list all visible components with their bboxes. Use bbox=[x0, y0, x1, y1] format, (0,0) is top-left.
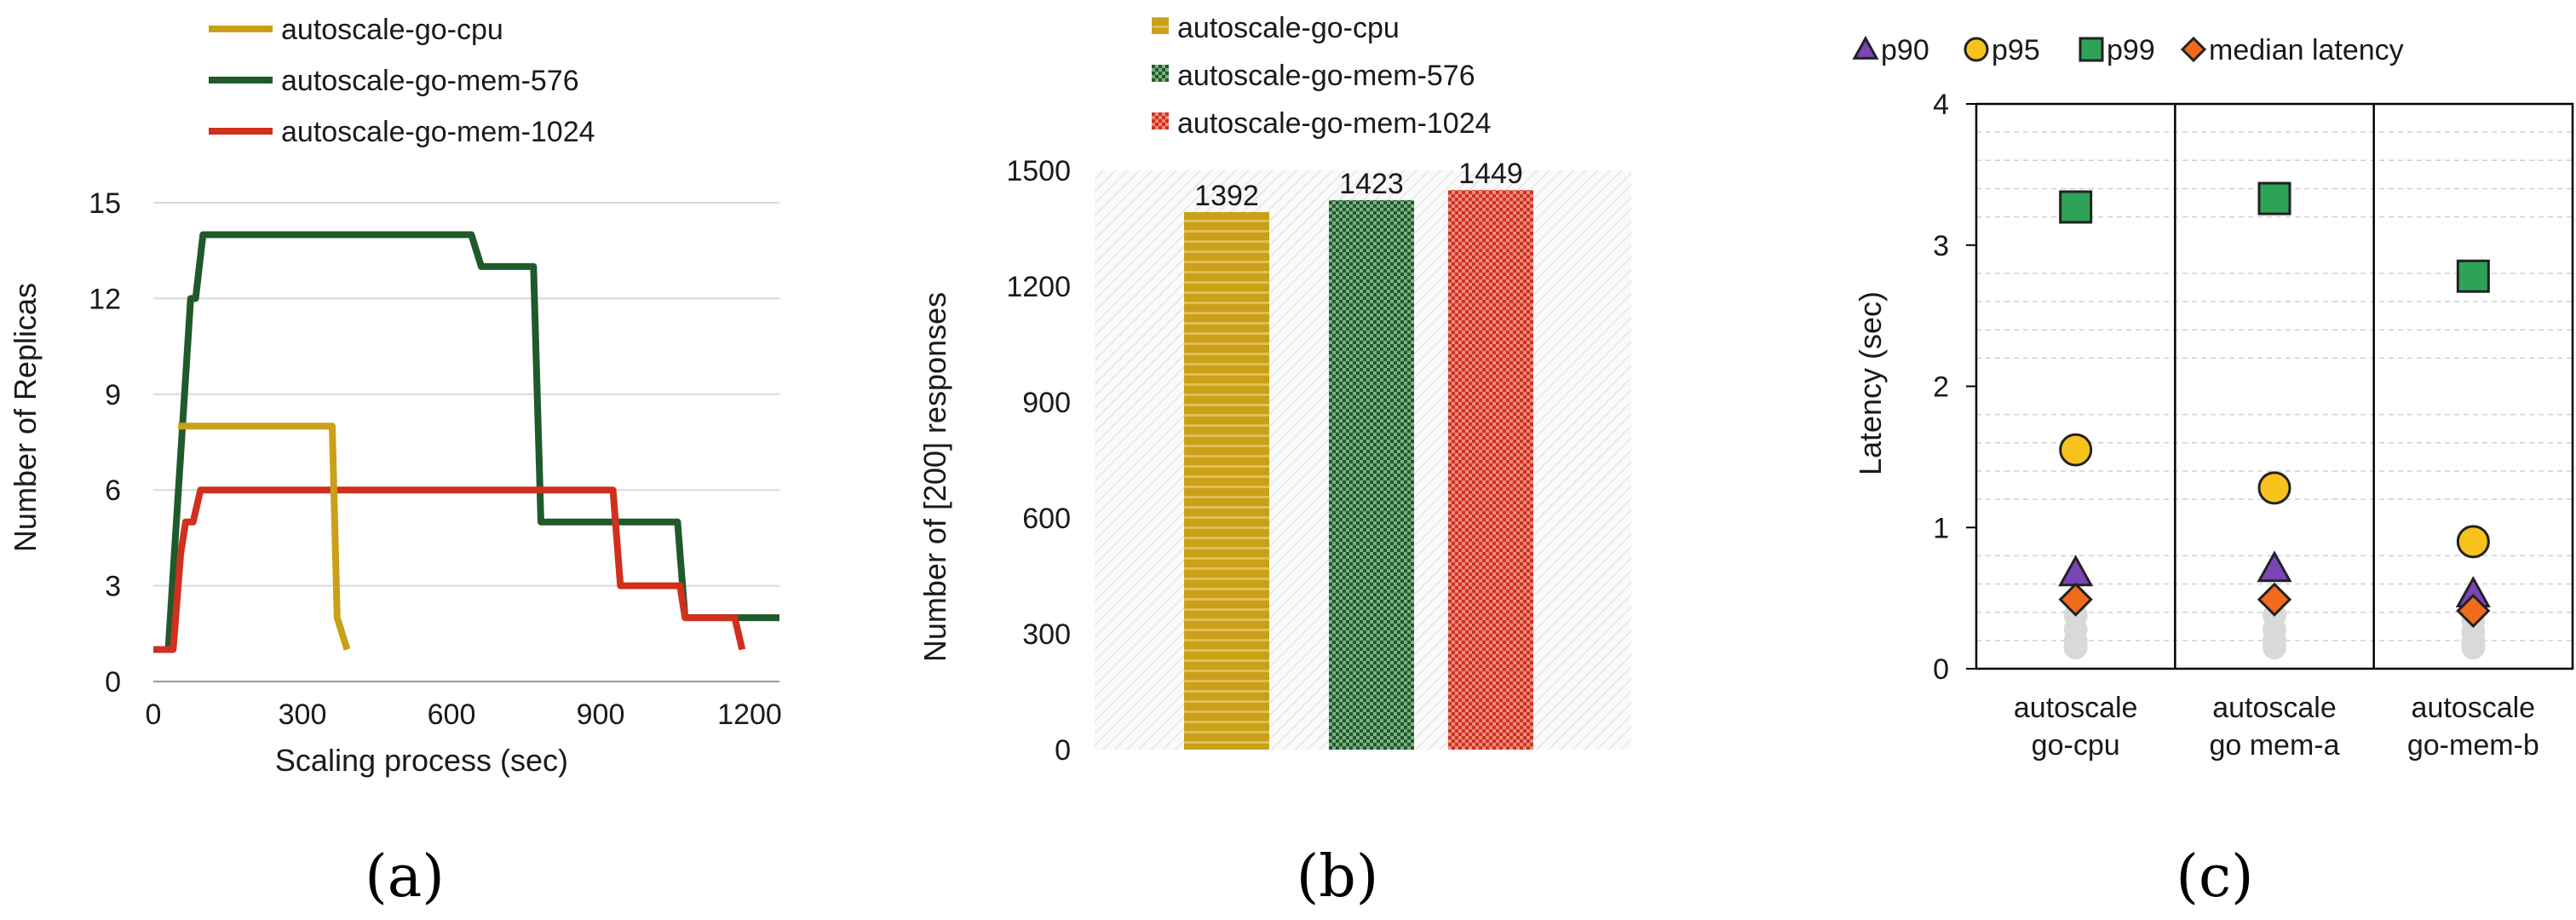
legend-marker bbox=[2180, 36, 2207, 63]
bars bbox=[1184, 190, 1533, 750]
point-p90 bbox=[2257, 550, 2292, 583]
legend-swatch bbox=[1152, 65, 1169, 82]
y-tick-label: 3 bbox=[105, 571, 121, 603]
y-tick-label: 900 bbox=[1022, 387, 1071, 419]
legend-label: p99 bbox=[2107, 34, 2155, 66]
tick-labels: 0 1 2 3 4 bbox=[1933, 89, 1949, 686]
bar-value-label: 1449 bbox=[1458, 158, 1523, 190]
y-tick-label: 2 bbox=[1933, 371, 1949, 404]
y-tick-label: 1500 bbox=[1006, 155, 1071, 187]
legend-label: autoscale-go-mem-1024 bbox=[281, 116, 595, 148]
legend-marker bbox=[1964, 37, 1989, 62]
unlabeled-point bbox=[2461, 635, 2486, 660]
legend-marker bbox=[1852, 35, 1879, 60]
category-labels: autoscale go-cpu autoscale go mem-a autoscal… bbox=[2014, 692, 2539, 762]
panel-label-a: (a) bbox=[365, 843, 445, 911]
point-p99 bbox=[2456, 259, 2490, 293]
y-tick-label: 4 bbox=[1933, 89, 1949, 121]
category-label: autoscale bbox=[2412, 692, 2536, 724]
y-tick-label: 1 bbox=[1933, 512, 1949, 544]
unlabeled-point bbox=[2263, 635, 2286, 660]
legend-swatch bbox=[1152, 112, 1169, 129]
legend-label: p95 bbox=[1992, 34, 2040, 66]
x-tick-label: 300 bbox=[279, 699, 327, 731]
category-label: autoscale bbox=[2014, 692, 2138, 724]
y-tick-label: 6 bbox=[105, 474, 121, 507]
bar-value-label: 1392 bbox=[1194, 180, 1259, 212]
y-tick-label: 9 bbox=[105, 379, 121, 411]
point-p99 bbox=[2059, 190, 2093, 224]
data-points bbox=[2058, 181, 2491, 660]
bar-autoscale-go-cpu bbox=[1184, 211, 1269, 750]
x-axis-title: Scaling process (sec) bbox=[275, 743, 568, 778]
legend-label: autoscale-go-mem-576 bbox=[281, 65, 579, 97]
x-tick-label: 900 bbox=[577, 699, 625, 731]
x-tick-label: 0 bbox=[146, 699, 162, 731]
point-median-latency bbox=[2058, 582, 2093, 617]
y-axis-title: Number of [200] responses bbox=[917, 292, 952, 662]
x-tick-label: 1200 bbox=[717, 699, 782, 731]
bar-autoscale-go-mem-576 bbox=[1329, 199, 1414, 750]
point-p90 bbox=[2058, 555, 2094, 587]
legend-label: autoscale-go-cpu bbox=[281, 14, 503, 46]
point-median-latency bbox=[2257, 582, 2292, 617]
y-tick-label: 0 bbox=[105, 666, 121, 699]
legend-label: median latency bbox=[2209, 34, 2404, 66]
category-label: go-cpu bbox=[2032, 729, 2120, 762]
series-line-autoscale-go-mem-576 bbox=[153, 231, 779, 653]
plot-frame bbox=[1975, 102, 2574, 670]
y-axis-title: Latency (sec) bbox=[1853, 291, 1888, 475]
y-tick-label: 0 bbox=[1055, 734, 1071, 767]
category-label: go-mem-b bbox=[2407, 729, 2539, 762]
legend: autoscale-go-cpu autoscale-go-mem-576 auto… bbox=[1152, 12, 1492, 140]
y-tick-label: 12 bbox=[89, 283, 121, 315]
legend-label: autoscale-go-cpu bbox=[1177, 12, 1400, 44]
legend: p90 p95 p99 median latency bbox=[1852, 34, 2404, 66]
responses-bar-chart: 0 300 600 900 1200 1500 1392 1423 1449 autoscal… bbox=[917, 12, 1631, 911]
y-tick-label: 300 bbox=[1022, 618, 1071, 651]
series-line-autoscale-go-mem-1024 bbox=[153, 486, 746, 653]
unlabeled-point bbox=[2063, 635, 2088, 660]
bar-autoscale-go-mem-1024 bbox=[1448, 190, 1533, 750]
y-tick-label: 1200 bbox=[1006, 271, 1071, 303]
panel-label-c: (c) bbox=[2176, 843, 2253, 911]
series-line-autoscale-go-cpu bbox=[178, 423, 351, 651]
legend-label: autoscale-go-mem-576 bbox=[1177, 60, 1475, 92]
y-tick-label: 3 bbox=[1933, 230, 1949, 262]
data-labels: 1392 1423 1449 bbox=[1194, 158, 1523, 212]
y-tick-label: 600 bbox=[1022, 503, 1071, 535]
category-label: autoscale bbox=[2212, 692, 2337, 724]
legend-swatch bbox=[1152, 17, 1169, 34]
x-tick-label: 600 bbox=[428, 699, 476, 731]
point-p95 bbox=[2059, 433, 2093, 467]
point-p95 bbox=[2456, 525, 2490, 559]
series-lines bbox=[153, 231, 779, 653]
point-median-latency bbox=[2456, 593, 2491, 629]
y-axis-title: Number of Replicas bbox=[8, 283, 43, 552]
bar-value-label: 1423 bbox=[1339, 168, 1404, 200]
point-p95 bbox=[2257, 471, 2291, 505]
legend-label: autoscale-go-mem-1024 bbox=[1177, 107, 1492, 140]
legend: autoscale-go-cpu autoscale-go-mem-576 auto… bbox=[209, 14, 595, 148]
y-tick-label: 15 bbox=[89, 187, 121, 220]
legend-marker bbox=[2079, 37, 2104, 62]
category-label: go mem-a bbox=[2209, 729, 2339, 762]
tick-labels: 0 300 600 900 1200 1500 bbox=[1006, 155, 1071, 767]
tick-labels: 0 3 6 9 12 15 0 300 600 900 1200 bbox=[89, 187, 782, 731]
legend-label: p90 bbox=[1881, 34, 1929, 66]
grid-lines bbox=[153, 202, 779, 587]
panel-label-b: (b) bbox=[1297, 843, 1379, 911]
y-tick-label: 0 bbox=[1933, 653, 1949, 686]
point-p99 bbox=[2257, 181, 2291, 216]
